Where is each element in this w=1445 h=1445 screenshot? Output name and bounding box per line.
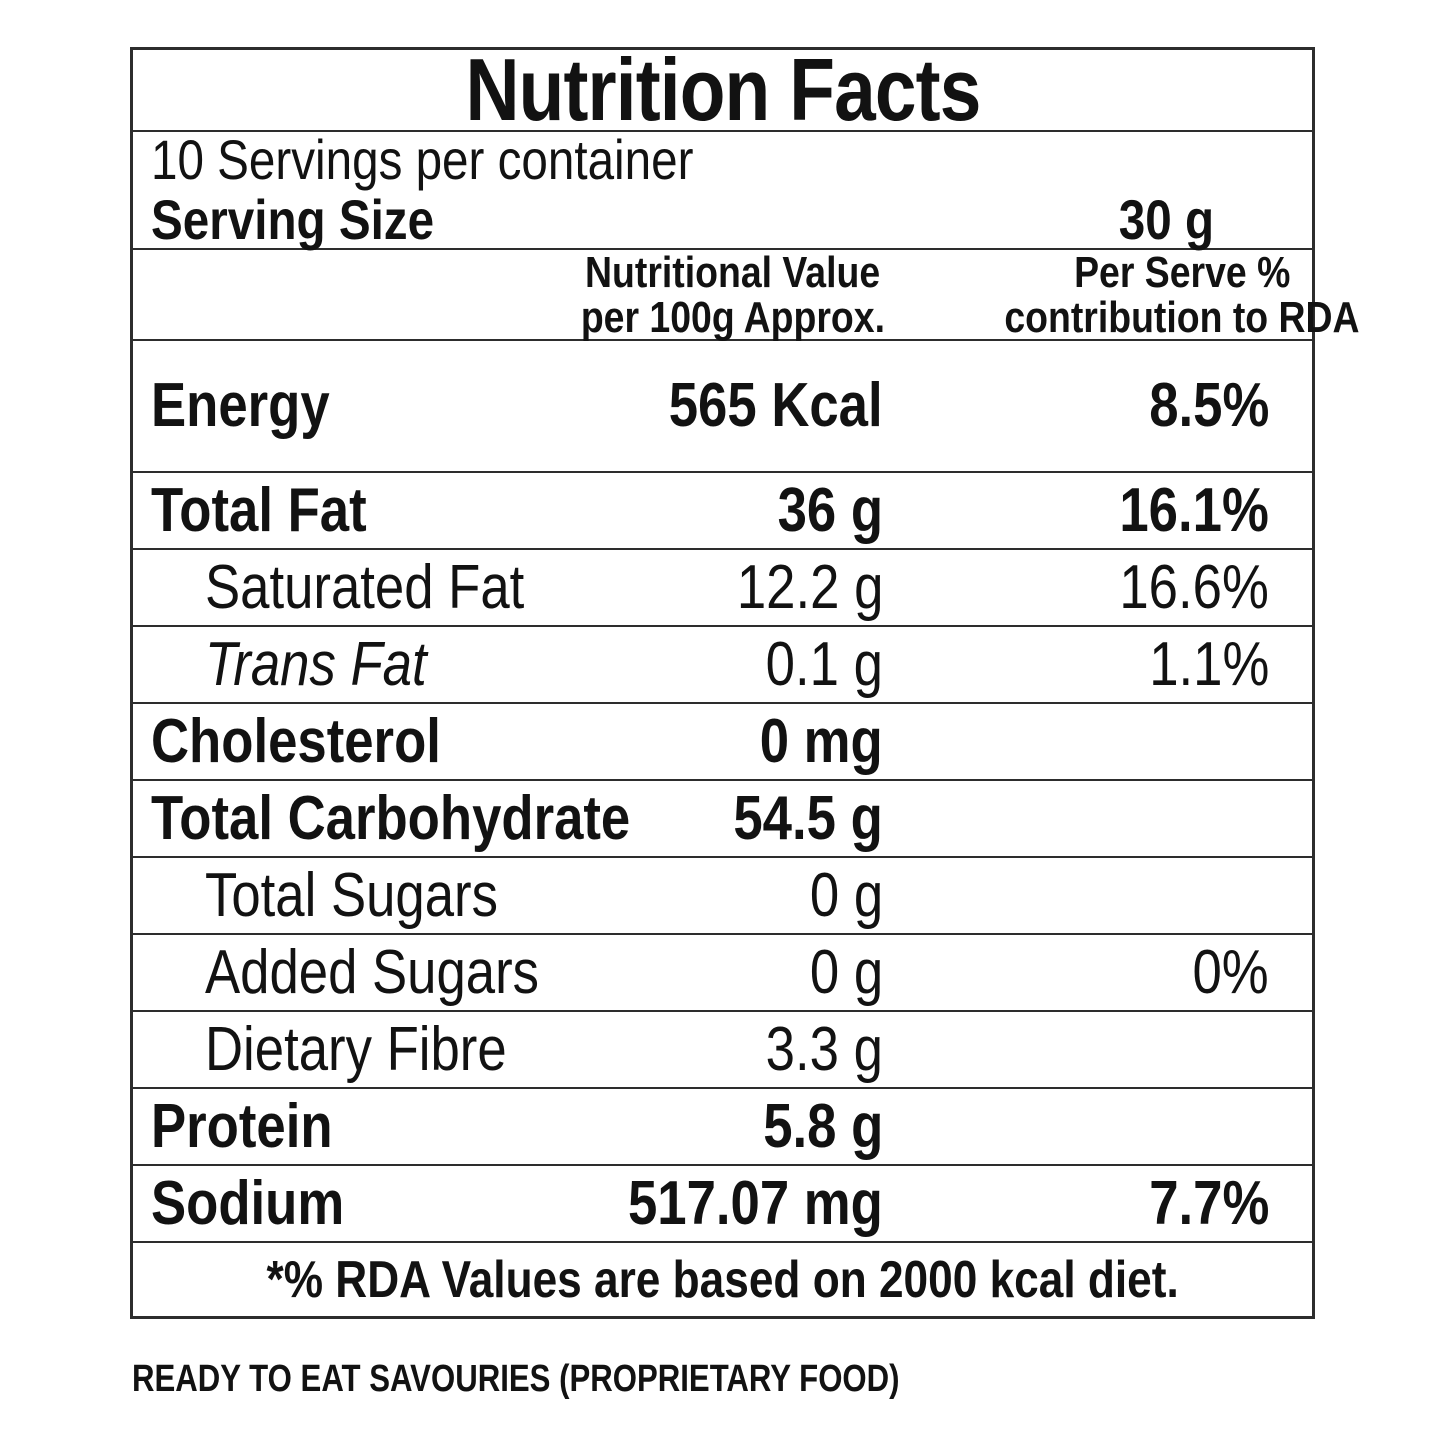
nutrient-rda <box>883 1018 1312 1082</box>
nutrient-value: 3.3 g <box>765 1014 883 1084</box>
nutrient-row-total-sugars: Total Sugars 0 g <box>133 856 1312 933</box>
product-type-line: READY TO EAT SAVOURIES (PROPRIETARY FOOD… <box>132 1358 900 1400</box>
nutrient-rda: 0% <box>1192 937 1269 1007</box>
nutrient-name: Total Fat <box>151 475 367 545</box>
serving-info-section: 10 Servings per container Serving Size 3… <box>133 130 1312 248</box>
nutrient-row-sodium: Sodium 517.07 mg 7.7% <box>133 1164 1312 1241</box>
serving-size-row: Serving Size 30 g <box>151 192 1214 248</box>
nutrient-row-saturated-fat: Saturated Fat 12.2 g 16.6% <box>133 548 1312 625</box>
nutrient-rda <box>883 864 1312 928</box>
nutrition-facts-label: Nutrition Facts 10 Servings per containe… <box>130 40 1360 1319</box>
nutrient-value: 517.07 mg <box>628 1168 883 1238</box>
nutrient-rda <box>883 1095 1312 1159</box>
nutrient-row-cholesterol: Cholesterol 0 mg <box>133 702 1312 779</box>
nutrient-value: 0 mg <box>759 706 883 776</box>
label-title: Nutrition Facts <box>464 40 981 139</box>
nutrient-row-dietary-fibre: Dietary Fibre 3.3 g <box>133 1010 1312 1087</box>
nutrient-rda <box>883 710 1312 774</box>
nutrient-rda: 8.5% <box>1148 371 1269 440</box>
nutrient-rda <box>883 787 1312 851</box>
nutrient-row-total-carbohydrate: Total Carbohydrate 54.5 g <box>133 779 1312 856</box>
label-title-row: Nutrition Facts <box>133 40 1312 139</box>
nutrient-row-added-sugars: Added Sugars 0 g 0% <box>133 933 1312 1010</box>
nutrient-name: Total Carbohydrate <box>151 783 631 853</box>
nutrient-value: 0 g <box>809 860 883 930</box>
nutrient-name: Dietary Fibre <box>205 1014 507 1084</box>
nutrient-value: 565 Kcal <box>669 371 883 440</box>
nutrient-rda: 7.7% <box>1148 1168 1269 1238</box>
nutrient-row-trans-fat: Trans Fat 0.1 g 1.1% <box>133 625 1312 702</box>
nutrient-name: Energy <box>151 371 330 440</box>
rda-footnote-row: *% RDA Values are based on 2000 kcal die… <box>133 1241 1312 1316</box>
servings-per-container: 10 Servings per container <box>151 128 694 191</box>
column-headers-row: Nutritional Value per 100g Approx. Per S… <box>133 248 1360 342</box>
nutrient-value: 54.5 g <box>733 783 883 853</box>
nutrient-value: 5.8 g <box>762 1091 883 1161</box>
nutrient-value: 0 g <box>809 937 883 1007</box>
nutrient-name: Total Sugars <box>205 860 498 930</box>
nutrient-name: Cholesterol <box>151 706 441 776</box>
nutrient-rda: 16.1% <box>1119 475 1269 545</box>
value-column-header: Nutritional Value per 100g Approx. <box>580 248 886 342</box>
nutrient-name: Saturated Fat <box>205 552 525 622</box>
nutrient-row-protein: Protein 5.8 g <box>133 1087 1312 1164</box>
nutrient-name: Trans Fat <box>205 629 427 699</box>
nutrient-rda: 16.6% <box>1119 552 1269 622</box>
nutrient-name: Sodium <box>151 1168 345 1238</box>
serving-size-label: Serving Size <box>151 188 435 251</box>
nutrient-value: 0.1 g <box>765 629 883 699</box>
nutrient-name: Protein <box>151 1091 333 1161</box>
rda-column-header: Per Serve % contribution to RDA <box>1004 248 1360 342</box>
nutrient-row-total-fat: Total Fat 36 g 16.1% <box>133 471 1312 548</box>
nutrient-rda: 1.1% <box>1148 629 1269 699</box>
serving-size-value: 30 g <box>1118 188 1214 251</box>
nutrient-value: 36 g <box>777 475 883 545</box>
nutrient-row-energy: Energy 565 Kcal 8.5% <box>133 339 1312 471</box>
nutrient-value: 12.2 g <box>736 552 883 622</box>
rda-footnote: *% RDA Values are based on 2000 kcal die… <box>266 1250 1179 1309</box>
nutrient-name: Added Sugars <box>205 937 540 1007</box>
